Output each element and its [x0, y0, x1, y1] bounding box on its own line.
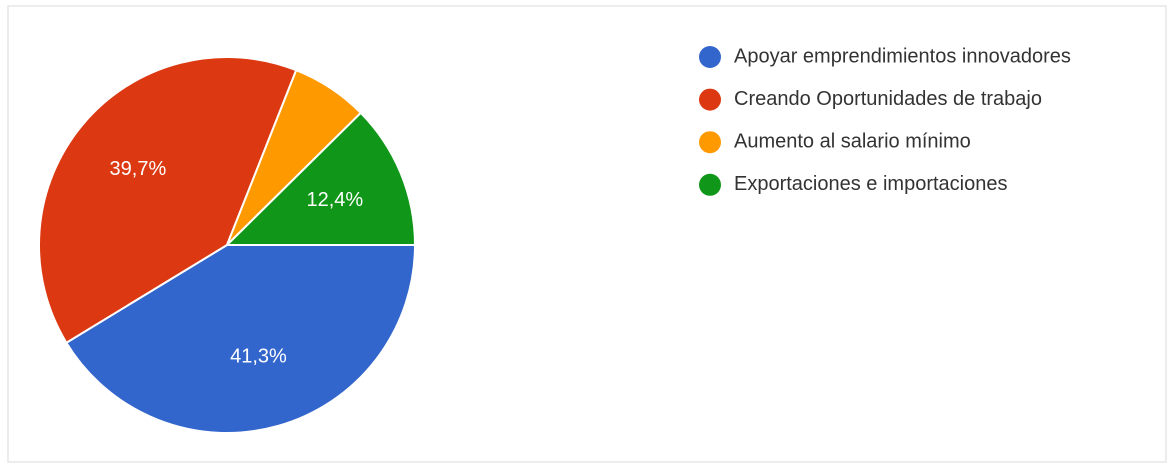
- legend-marker: [699, 173, 721, 196]
- slice-label: 39,7%: [110, 158, 167, 180]
- pie-slice: [224, 111, 417, 246]
- slice-label: 12,4%: [306, 189, 363, 211]
- legend-label: Exportaciones e importaciones: [734, 173, 1007, 195]
- pie-slice: [38, 56, 298, 345]
- legend-marker: [699, 46, 721, 68]
- legend-label: Apoyar emprendimientos innovadores: [734, 45, 1071, 67]
- legend-marker: [699, 131, 721, 154]
- legend-label: Aumento al salario mínimo: [734, 130, 971, 152]
- pie-slice: [65, 244, 417, 434]
- legend-marker: [699, 88, 721, 111]
- legend-label: Creando Oportunidades de trabajo: [734, 88, 1042, 110]
- slice-label: 41,3%: [230, 346, 287, 368]
